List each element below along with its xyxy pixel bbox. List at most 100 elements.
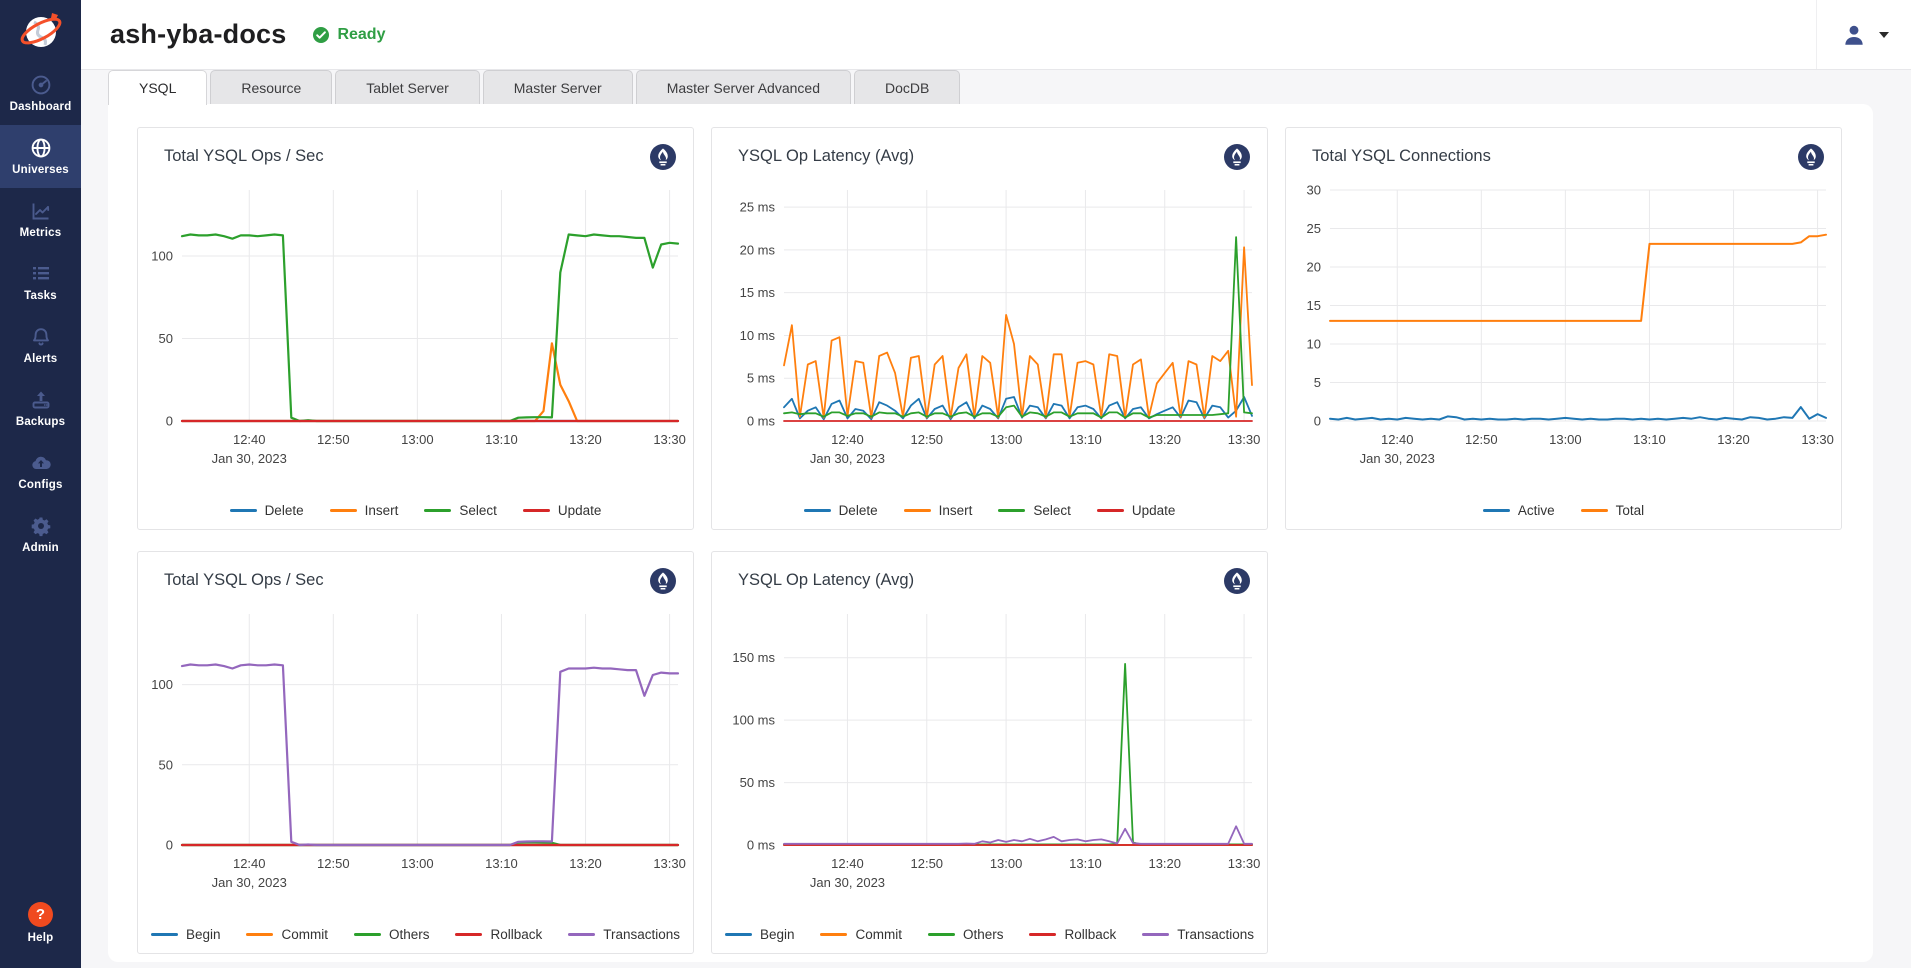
- legend-swatch: [804, 509, 831, 512]
- svg-text:13:20: 13:20: [569, 856, 602, 871]
- sidebar-item-universes[interactable]: Universes: [0, 125, 81, 188]
- legend-item-active[interactable]: Active: [1483, 503, 1555, 518]
- tab-ysql[interactable]: YSQL: [108, 70, 207, 105]
- legend-swatch: [1029, 933, 1056, 936]
- legend-item-others[interactable]: Others: [928, 927, 1004, 942]
- chart-legend: Active Total: [1286, 503, 1841, 518]
- legend-item-delete[interactable]: Delete: [804, 503, 878, 518]
- legend-item-others[interactable]: Others: [354, 927, 430, 942]
- prometheus-link-icon[interactable]: [1798, 144, 1824, 170]
- tab-tablet-server[interactable]: Tablet Server: [335, 70, 479, 104]
- legend-item-rollback[interactable]: Rollback: [455, 927, 542, 942]
- svg-text:13:20: 13:20: [1148, 432, 1181, 447]
- legend-item-transactions[interactable]: Transactions: [1142, 927, 1254, 942]
- prometheus-link-icon[interactable]: [650, 144, 676, 170]
- legend-item-begin[interactable]: Begin: [725, 927, 795, 942]
- legend-swatch: [1142, 933, 1169, 936]
- legend-label: Others: [963, 927, 1004, 942]
- sidebar-item-label: Universes: [12, 164, 69, 176]
- legend-item-insert[interactable]: Insert: [904, 503, 973, 518]
- prometheus-link-icon[interactable]: [1224, 144, 1250, 170]
- sidebar: Dashboard Universes Metrics: [0, 0, 81, 968]
- metrics-panel: Total YSQL Ops / Sec 05010012:40Jan 30, …: [108, 104, 1873, 962]
- prometheus-link-icon[interactable]: [1224, 568, 1250, 594]
- chart-total-ysql-ops: Total YSQL Ops / Sec 05010012:40Jan 30, …: [137, 127, 694, 530]
- svg-text:Jan 30, 2023: Jan 30, 2023: [212, 875, 287, 890]
- legend-swatch: [1483, 509, 1510, 512]
- svg-text:12:40: 12:40: [831, 432, 864, 447]
- legend-label: Update: [1132, 503, 1176, 518]
- bell-icon: [30, 326, 52, 348]
- svg-text:5 ms: 5 ms: [747, 371, 776, 386]
- chart-legend: Delete Insert Select Update: [712, 503, 1267, 518]
- user-menu[interactable]: [1816, 0, 1911, 69]
- legend-label: Commit: [855, 927, 902, 942]
- chart-plot-area[interactable]: 0 ms5 ms10 ms15 ms20 ms25 ms12:40Jan 30,…: [712, 172, 1269, 472]
- svg-text:13:00: 13:00: [401, 432, 434, 447]
- sidebar-item-backups[interactable]: Backups: [0, 377, 81, 440]
- tab-master-server-advanced[interactable]: Master Server Advanced: [636, 70, 851, 104]
- legend-item-delete[interactable]: Delete: [230, 503, 304, 518]
- svg-text:Jan 30, 2023: Jan 30, 2023: [810, 451, 885, 466]
- chart-title: YSQL Op Latency (Avg): [712, 128, 1267, 166]
- yugabyte-logo[interactable]: [0, 0, 81, 62]
- svg-text:13:30: 13:30: [1228, 856, 1261, 871]
- svg-text:13:20: 13:20: [569, 432, 602, 447]
- legend-swatch: [424, 509, 451, 512]
- sidebar-item-metrics[interactable]: Metrics: [0, 188, 81, 251]
- legend-label: Others: [389, 927, 430, 942]
- svg-text:12:50: 12:50: [1465, 432, 1498, 447]
- svg-text:12:40: 12:40: [1381, 432, 1414, 447]
- legend-swatch: [246, 933, 273, 936]
- sidebar-item-alerts[interactable]: Alerts: [0, 314, 81, 377]
- legend-item-update[interactable]: Update: [523, 503, 602, 518]
- chart-plot-area[interactable]: 0 ms50 ms100 ms150 ms12:40Jan 30, 202312…: [712, 596, 1269, 896]
- svg-text:0: 0: [166, 838, 173, 853]
- legend-label: Delete: [839, 503, 878, 518]
- globe-icon: [30, 137, 52, 159]
- chart-plot-area[interactable]: 05101520253012:40Jan 30, 202312:5013:001…: [1286, 172, 1843, 472]
- svg-text:12:40: 12:40: [233, 432, 266, 447]
- tab-resource[interactable]: Resource: [210, 70, 332, 104]
- legend-label: Transactions: [1177, 927, 1254, 942]
- svg-text:13:10: 13:10: [1069, 856, 1102, 871]
- legend-swatch: [330, 509, 357, 512]
- svg-text:15: 15: [1307, 298, 1321, 313]
- chart-plot-area[interactable]: 05010012:40Jan 30, 202312:5013:0013:1013…: [138, 596, 695, 896]
- svg-text:13:00: 13:00: [990, 856, 1023, 871]
- sidebar-item-admin[interactable]: Admin: [0, 503, 81, 566]
- legend-item-insert[interactable]: Insert: [330, 503, 399, 518]
- tab-master-server[interactable]: Master Server: [483, 70, 633, 104]
- svg-text:13:20: 13:20: [1717, 432, 1750, 447]
- legend-label: Begin: [760, 927, 795, 942]
- legend-label: Commit: [281, 927, 328, 942]
- svg-text:13:00: 13:00: [1549, 432, 1582, 447]
- legend-item-total[interactable]: Total: [1581, 503, 1645, 518]
- svg-text:13:00: 13:00: [401, 856, 434, 871]
- check-circle-icon: [312, 26, 330, 44]
- legend-item-rollback[interactable]: Rollback: [1029, 927, 1116, 942]
- legend-swatch: [928, 933, 955, 936]
- legend-item-begin[interactable]: Begin: [151, 927, 221, 942]
- legend-item-transactions[interactable]: Transactions: [568, 927, 680, 942]
- chart-title: Total YSQL Ops / Sec: [138, 128, 693, 166]
- legend-item-select[interactable]: Select: [998, 503, 1071, 518]
- chart-title: Total YSQL Ops / Sec: [138, 552, 693, 590]
- legend-label: Insert: [365, 503, 399, 518]
- legend-item-select[interactable]: Select: [424, 503, 497, 518]
- chart-total-ysql-transaction-ops: Total YSQL Ops / Sec 05010012:40Jan 30, …: [137, 551, 694, 954]
- legend-item-update[interactable]: Update: [1097, 503, 1176, 518]
- legend-item-commit[interactable]: Commit: [820, 927, 902, 942]
- prometheus-link-icon[interactable]: [650, 568, 676, 594]
- chart-plot-area[interactable]: 05010012:40Jan 30, 202312:5013:0013:1013…: [138, 172, 695, 472]
- gear-icon: [30, 515, 52, 537]
- tab-docdb[interactable]: DocDB: [854, 70, 960, 104]
- svg-text:5: 5: [1314, 375, 1321, 390]
- sidebar-item-dashboard[interactable]: Dashboard: [0, 62, 81, 125]
- sidebar-item-tasks[interactable]: Tasks: [0, 251, 81, 314]
- chart-legend: Begin Commit Others Rollback Transactions: [138, 927, 693, 942]
- sidebar-item-configs[interactable]: Configs: [0, 440, 81, 503]
- legend-item-commit[interactable]: Commit: [246, 927, 328, 942]
- list-icon: [30, 263, 52, 285]
- sidebar-item-help[interactable]: ? Help: [0, 891, 81, 954]
